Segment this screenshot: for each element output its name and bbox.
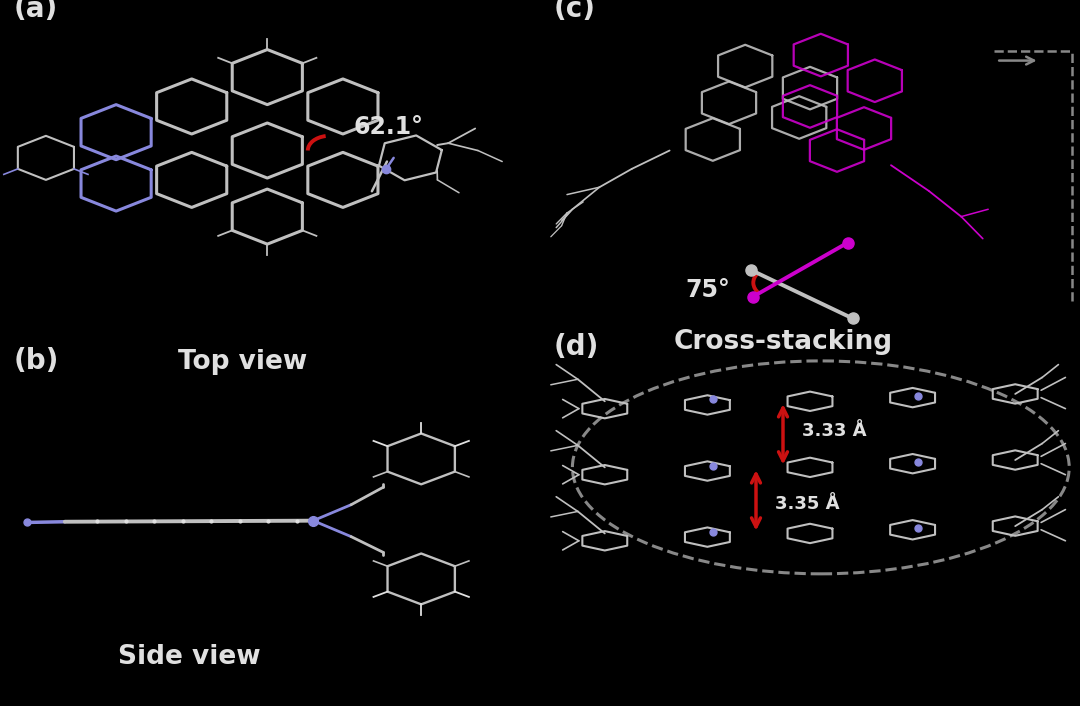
Text: 3.33 Å: 3.33 Å <box>801 421 866 440</box>
Text: 3.35 Å: 3.35 Å <box>775 495 839 513</box>
Text: (d): (d) <box>554 333 599 361</box>
Text: Top view: Top view <box>178 349 308 375</box>
Text: Cross-stacking: Cross-stacking <box>674 329 892 354</box>
Text: (a): (a) <box>13 0 57 23</box>
Text: (c): (c) <box>554 0 595 23</box>
Text: 75°: 75° <box>686 278 731 302</box>
Text: 62.1°: 62.1° <box>354 114 423 138</box>
Text: (b): (b) <box>13 347 59 375</box>
Text: Side view: Side view <box>118 644 260 669</box>
